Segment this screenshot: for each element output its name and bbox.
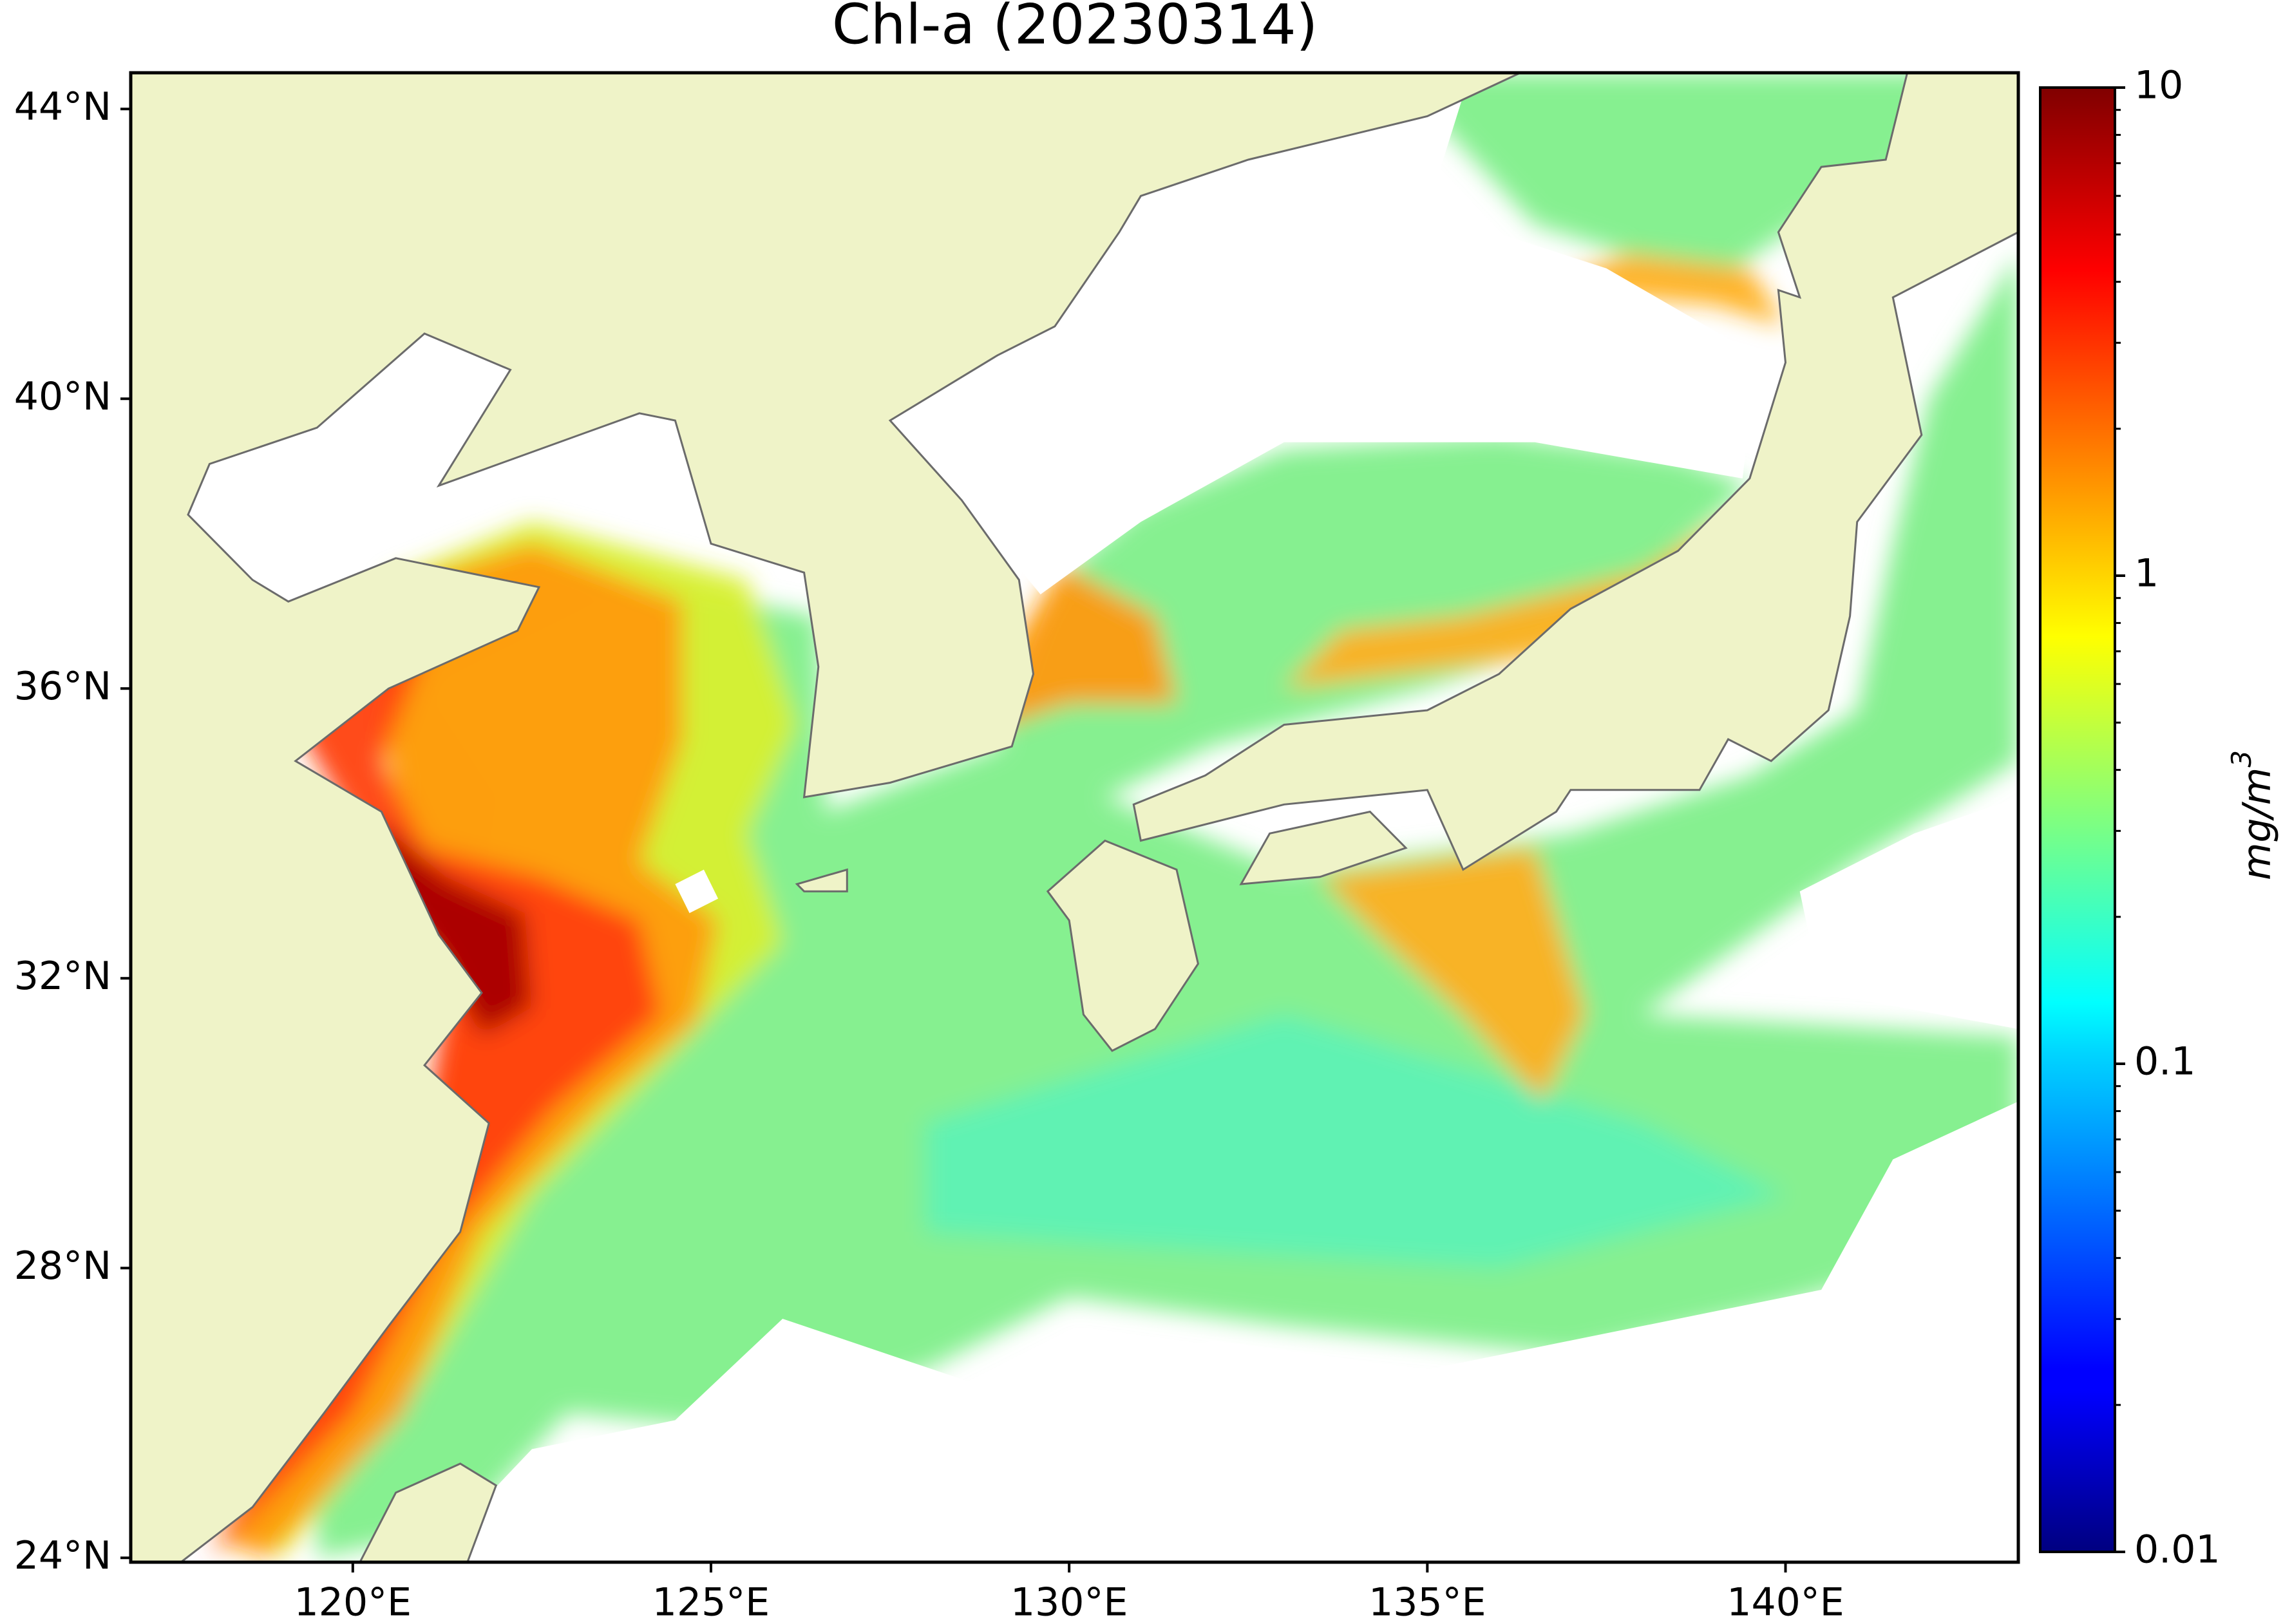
lon-tick-label: 125°E <box>652 1580 770 1624</box>
lon-tick-label: 120°E <box>294 1580 412 1624</box>
map-area <box>131 73 2018 1562</box>
map-frame <box>129 71 2020 1564</box>
lon-tick-label: 130°E <box>1010 1580 1128 1624</box>
no-data-area <box>424 1101 2018 1562</box>
map-axes: 24°N 28°N 32°N 36°N 40°N 44°N 120°E 125°E 130°E 1… <box>14 84 1844 1624</box>
chl-patch <box>1391 73 1965 283</box>
land <box>1046 839 1200 1052</box>
lat-tick-label: 28°N <box>14 1243 111 1289</box>
colorbar-label-superscript: 3 <box>2226 750 2257 768</box>
colorbar-gradient <box>2039 86 2116 1553</box>
lon-tick-label: 140°E <box>1727 1580 1844 1624</box>
colorbar: 0.01 0.1 1 10 <box>2039 63 2221 1572</box>
lat-tick-label: 24°N <box>14 1533 111 1578</box>
lon-tick-label: 135°E <box>1369 1580 1486 1624</box>
no-data-area <box>675 869 719 913</box>
lat-tick-label: 36°N <box>14 664 111 709</box>
map-title: Chl-a (20230314) <box>832 0 1318 57</box>
chl-patch <box>1284 515 1736 689</box>
chl-patch <box>374 818 532 1037</box>
colorbar-tick-label: 0.1 <box>2134 1039 2195 1084</box>
land <box>131 73 1521 1562</box>
land <box>359 1462 498 1562</box>
chl-patch <box>1320 847 1585 1102</box>
colorbar-label-base: mg/m <box>2235 768 2280 880</box>
lat-tick-label: 40°N <box>14 374 111 419</box>
colorbar-label: mg/m3 <box>2226 750 2280 880</box>
land <box>795 868 848 892</box>
lat-tick-label: 44°N <box>14 84 111 129</box>
colorbar-tick-label: 10 <box>2134 63 2183 108</box>
chl-patch <box>925 1014 1786 1269</box>
no-data-area <box>1799 797 2018 1029</box>
colorbar-tick-label: 0.01 <box>2134 1527 2221 1572</box>
land <box>1132 73 2018 871</box>
colorbar-tick-label: 1 <box>2134 551 2159 596</box>
lat-tick-label: 32°N <box>14 954 111 999</box>
land <box>1239 810 1408 885</box>
